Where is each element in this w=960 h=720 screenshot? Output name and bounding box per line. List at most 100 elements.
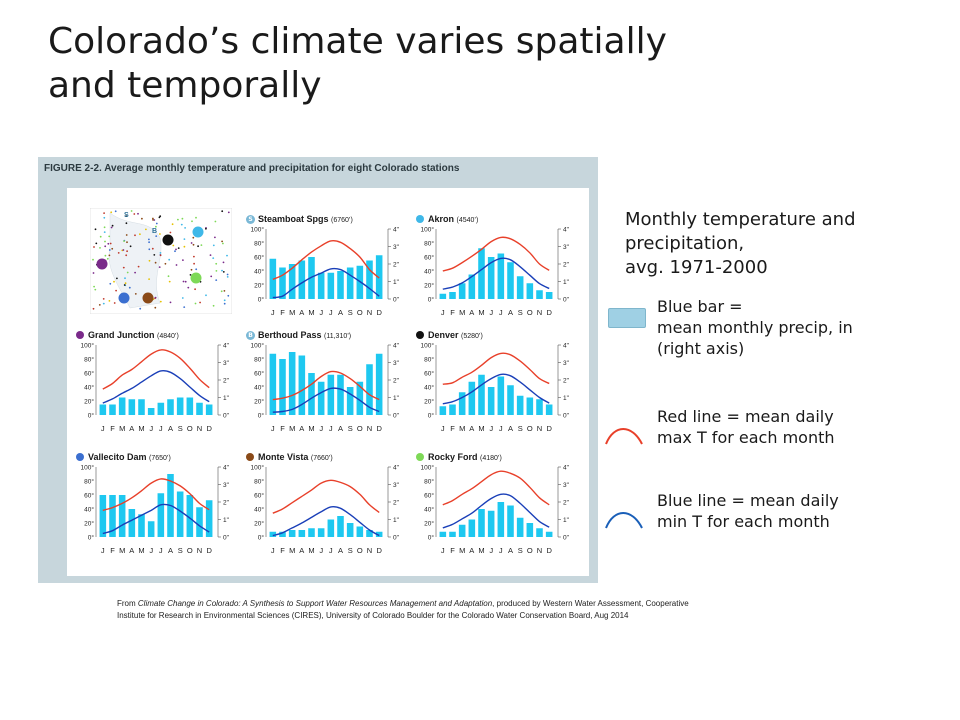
precip-bar [118, 495, 126, 537]
temp-tick-label: 20° [424, 520, 434, 528]
precip-bar [167, 399, 174, 415]
precip-bar [468, 381, 476, 415]
station-dot [184, 280, 187, 283]
station-dot [221, 240, 224, 243]
precip-bar [346, 267, 354, 299]
station-dot [183, 238, 186, 240]
station-dot [199, 301, 201, 304]
precip-bar [99, 404, 107, 415]
precip-bar [487, 257, 495, 299]
station-title: Akron (4540’) [428, 214, 478, 224]
station-dot [109, 242, 112, 245]
station-chart: 100°80°60°40°20°0°4"3"2"1"0"J F M A M J J A S O N D [251, 464, 400, 556]
month-label: O [187, 424, 193, 433]
station-dot [137, 265, 140, 268]
slide-title-line2: and temporally [48, 65, 322, 106]
month-label: J [271, 424, 275, 433]
month-label: S [178, 546, 183, 555]
month-label: D [376, 424, 382, 433]
station-title: Steamboat Spgs (6760’) [258, 214, 353, 224]
station-dot [223, 299, 226, 302]
month-label: J [271, 546, 275, 555]
temp-tick-label: 80° [254, 356, 264, 364]
month-label: A [469, 308, 474, 317]
month-label: F [110, 546, 115, 555]
month-label: A [508, 308, 513, 317]
month-label: J [499, 424, 503, 433]
month-label: N [367, 424, 372, 433]
temp-tick-label: 40° [84, 384, 94, 392]
precip-bar [458, 392, 466, 415]
station-panel: Grand Junction (4840’) 100° 80° 60° 40° 20° 0°… [74, 329, 242, 453]
station-dot [191, 220, 193, 223]
precip-bar [279, 531, 286, 537]
temp-tick-label: 20° [254, 520, 264, 528]
precip-bar [536, 399, 543, 415]
station-dot [154, 296, 157, 299]
month-label: J [489, 424, 493, 433]
precip-bar [337, 374, 344, 415]
station-dot [113, 302, 116, 304]
month-label: S [178, 424, 183, 433]
precip-bar [497, 253, 505, 299]
station-dot [104, 245, 107, 248]
precip-bar [147, 521, 155, 537]
station-title: Grand Junction (4840’) [88, 330, 179, 340]
precip-bar [327, 272, 335, 299]
station-dot [223, 290, 226, 292]
colorado-station-map: SB [90, 208, 232, 314]
blue-line-swatch [605, 512, 643, 529]
station-panel: B Berthoud Pass (11,310’) 100° 80° 60° 40° 20°… [244, 329, 412, 453]
month-label: F [450, 308, 455, 317]
precip-tick-label: 3" [223, 360, 230, 367]
temp-tick-label: 40° [84, 506, 94, 514]
temp-tick-label: 40° [254, 506, 264, 514]
station-elevation: (4180’) [480, 455, 502, 462]
station-dot [227, 211, 230, 214]
station-name: Vallecito Dam [88, 452, 150, 462]
station-name: Denver [428, 330, 462, 340]
temp-tick-label: 100° [421, 226, 435, 234]
precip-bar-swatch [608, 308, 646, 328]
legend-heading: Monthly temperature and precipitation, a… [625, 208, 856, 280]
station-dot [190, 268, 193, 271]
precip-tick-label: 0" [563, 297, 570, 304]
precip-tick-label: 0" [223, 535, 230, 542]
station-marker-icon [416, 453, 424, 461]
temp-tick-label: 20° [424, 282, 434, 290]
month-label: O [527, 308, 533, 317]
month-label: J [329, 424, 333, 433]
month-label: J [441, 308, 445, 317]
precip-bar [439, 406, 447, 415]
station-dot [222, 271, 225, 273]
legend-bar-line2: mean monthly precip, in [657, 318, 853, 337]
month-label: D [376, 308, 382, 317]
station-dot [99, 235, 102, 238]
monte-vista-marker [142, 292, 154, 304]
station-chart: 100°80°60°40°20°0°4"3"2"1"0"J F M A M J J A S O N D [81, 464, 230, 556]
month-label: A [129, 424, 134, 433]
climate-figure: FIGURE 2-2. Average monthly temperature … [38, 157, 598, 583]
month-label: O [527, 424, 533, 433]
station-title: Rocky Ford (4180’) [428, 452, 502, 462]
station-dot [141, 217, 143, 220]
station-dot [168, 258, 171, 261]
precip-bar [449, 292, 456, 299]
month-label: J [159, 546, 163, 555]
month-label: J [149, 546, 153, 555]
precip-bar [356, 526, 364, 537]
min-temp-line [102, 503, 210, 535]
figure-caption: FIGURE 2-2. Average monthly temperature … [44, 163, 460, 174]
station-dot [151, 247, 154, 250]
precip-bar [536, 290, 543, 299]
precip-bar [478, 509, 485, 537]
station-dot [164, 262, 167, 265]
temp-tick-label: 80° [84, 478, 94, 486]
station-dot [155, 235, 158, 237]
max-temp-line [272, 370, 380, 401]
station-dot [212, 257, 215, 259]
month-label: S [518, 424, 523, 433]
station-dot [148, 248, 151, 251]
month-label: J [329, 546, 333, 555]
month-label: F [450, 546, 455, 555]
